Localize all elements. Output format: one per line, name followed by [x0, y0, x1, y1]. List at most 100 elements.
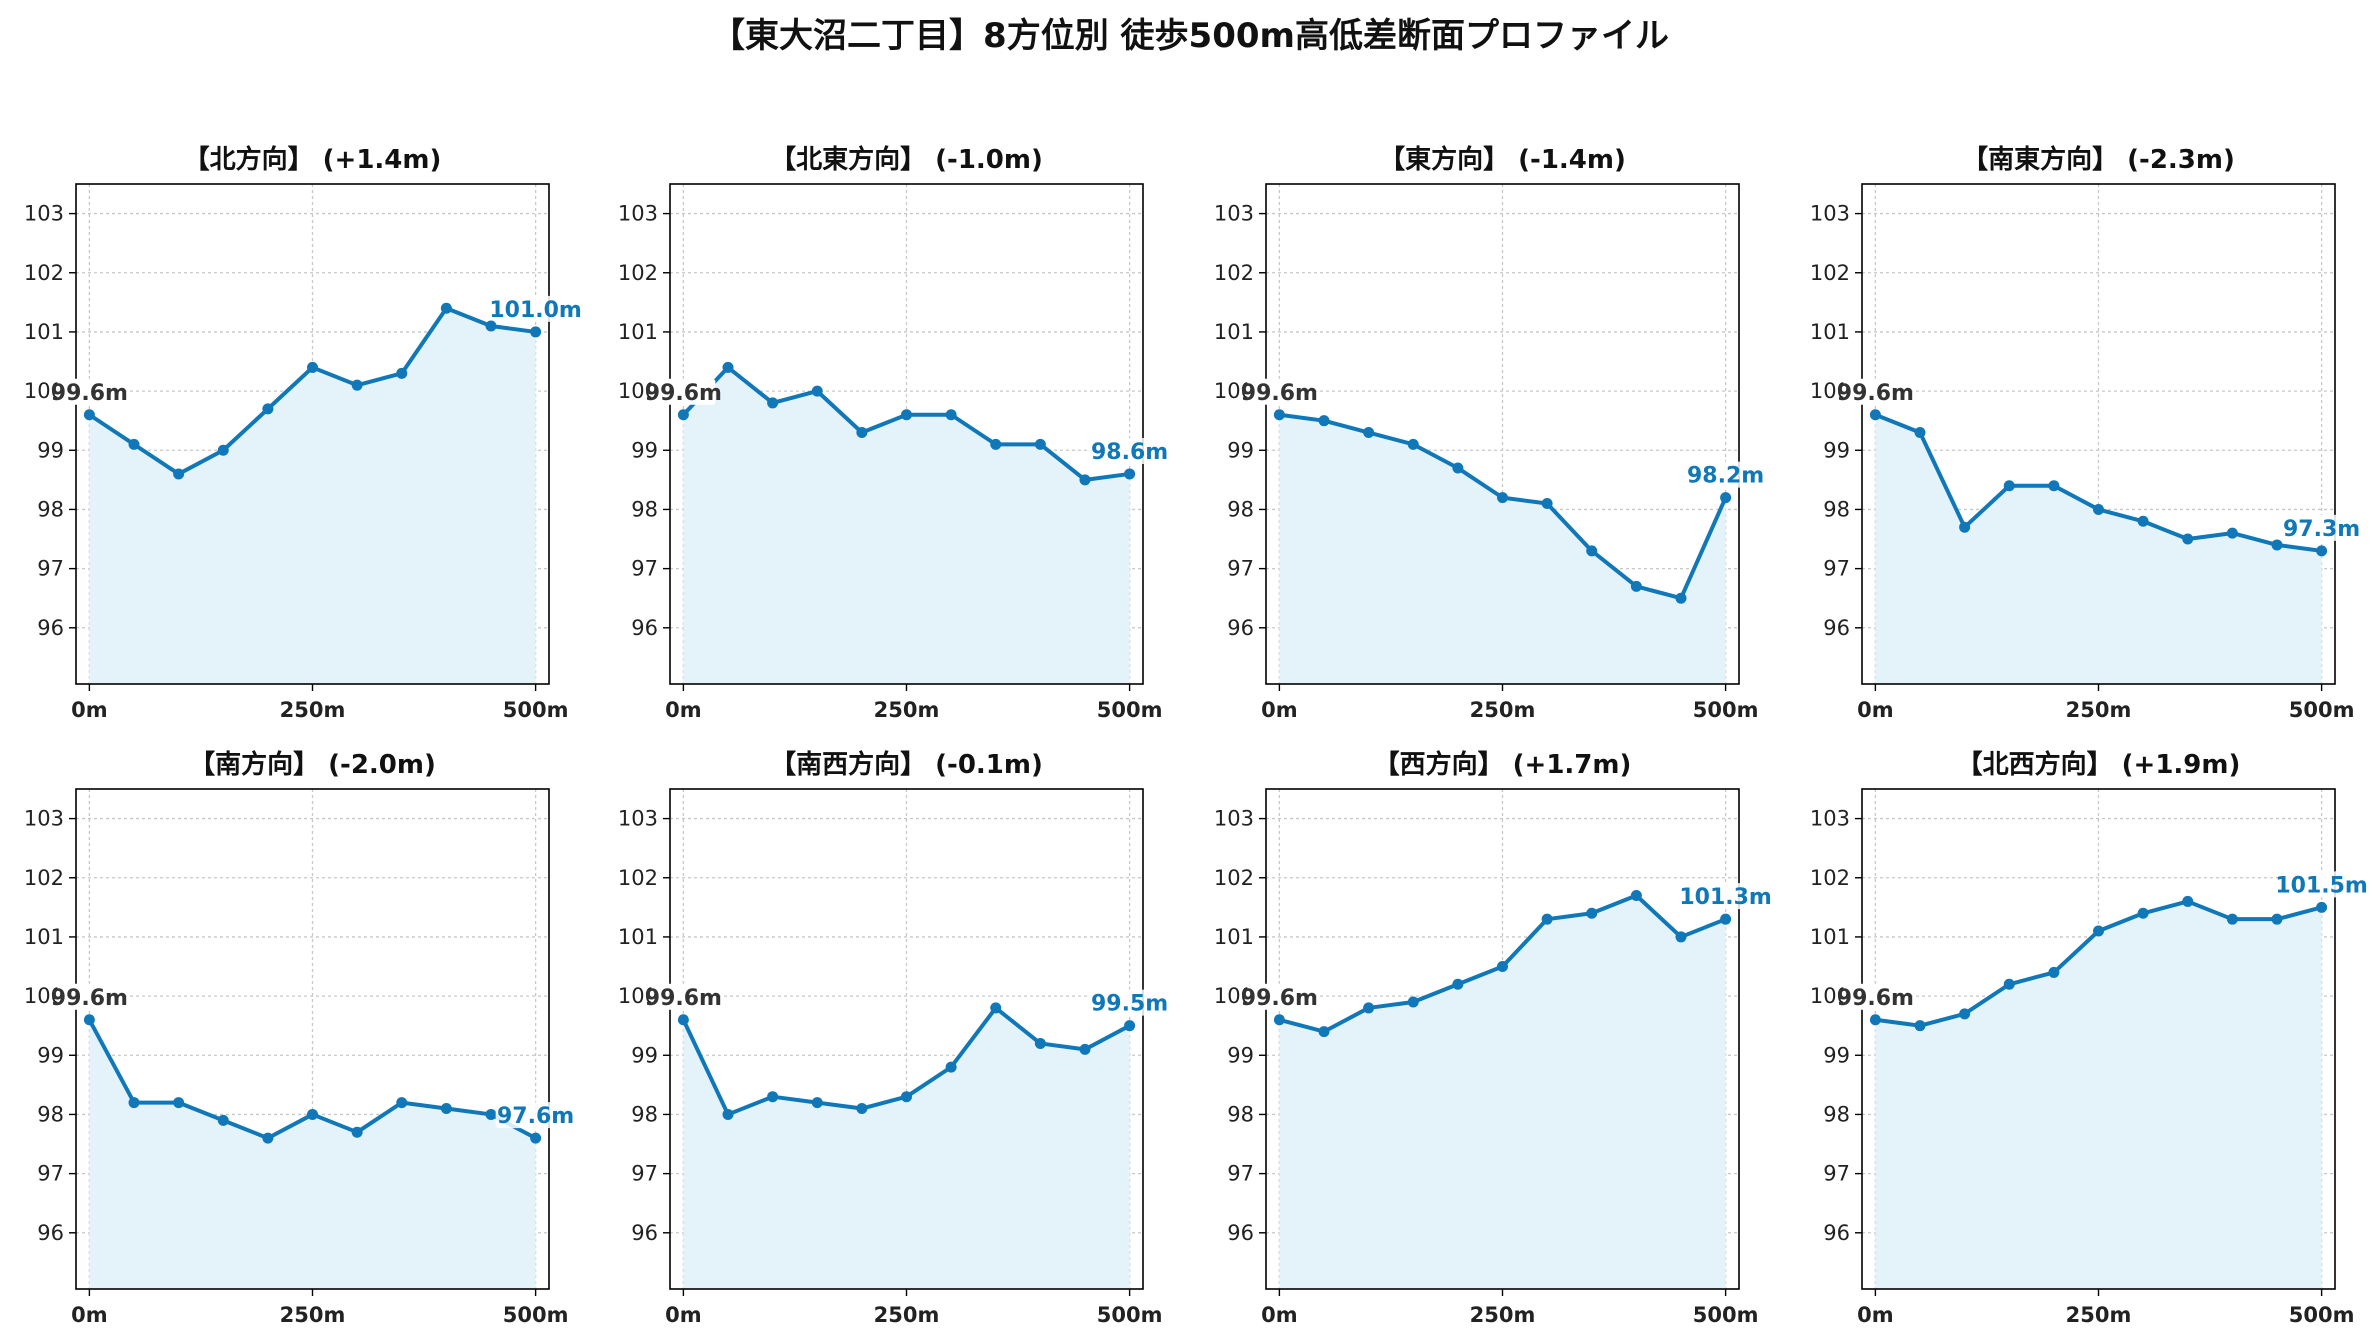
data-point	[811, 385, 823, 397]
data-point	[1675, 592, 1687, 604]
data-point	[1720, 492, 1732, 504]
data-point	[2093, 925, 2104, 937]
y-tick-label: 99	[1823, 1043, 1850, 1067]
y-tick-label: 100	[618, 984, 658, 1008]
data-point	[2048, 966, 2060, 978]
data-point	[722, 361, 734, 373]
start-value-label: 99.6m	[645, 986, 722, 1011]
data-point	[945, 409, 957, 421]
data-point	[262, 1132, 274, 1144]
start-label-box	[1843, 378, 1908, 405]
end-label-box	[1685, 883, 1766, 910]
data-point	[2182, 533, 2194, 545]
area-fill	[89, 1019, 536, 1289]
x-tick-label: 500m	[503, 1303, 569, 1327]
y-tick-label: 98	[1227, 497, 1254, 521]
x-tick-label: 250m	[1470, 698, 1536, 722]
data-point	[1034, 1037, 1046, 1049]
data-point	[2316, 545, 2328, 557]
end-label-box	[495, 295, 576, 322]
y-tick-label: 102	[1810, 866, 1850, 890]
y-tick-label: 99	[1227, 1043, 1254, 1067]
y-tick-label: 100	[24, 984, 64, 1008]
x-tick-label: 0m	[665, 1303, 702, 1327]
data-point	[1497, 961, 1508, 973]
y-tick-label: 100	[24, 379, 64, 403]
end-label-box	[1089, 989, 1170, 1016]
data-point	[2271, 539, 2283, 551]
chart-title: 【南方向】 (-2.0m)	[189, 749, 436, 780]
data-point	[2003, 978, 2015, 990]
x-tick-label: 500m	[503, 698, 569, 722]
y-tick-label: 103	[618, 807, 658, 831]
y-tick-label: 103	[1810, 202, 1850, 226]
data-point	[1034, 438, 1046, 450]
data-point	[990, 438, 1002, 450]
y-tick-label: 101	[618, 925, 658, 949]
data-point	[2048, 480, 2060, 492]
x-tick-label: 250m	[874, 1303, 940, 1327]
y-tick-label: 103	[1214, 807, 1254, 831]
x-tick-label: 0m	[1261, 698, 1298, 722]
data-point	[1273, 409, 1285, 421]
y-tick-label: 99	[37, 438, 64, 462]
y-tick-label: 99	[631, 1043, 658, 1067]
data-point	[485, 1108, 497, 1120]
area-fill	[1875, 901, 2322, 1289]
y-tick-label: 98	[1823, 1102, 1850, 1126]
data-point	[128, 1097, 140, 1109]
y-tick-label: 103	[1214, 202, 1254, 226]
data-point	[1869, 409, 1881, 421]
area-fill	[1279, 895, 1726, 1289]
data-point	[677, 409, 689, 421]
chart-title: 【東方向】 (-1.4m)	[1379, 144, 1626, 175]
y-tick-label: 101	[24, 320, 64, 344]
data-point	[307, 361, 318, 373]
data-point	[1452, 978, 1464, 990]
page-title: 【東大沼二丁目】8方位別 徒歩500m高低差断面プロファイル	[711, 16, 1669, 56]
start-label-box	[1247, 378, 1312, 405]
data-point	[173, 468, 185, 480]
start-value-label: 99.6m	[1837, 986, 1914, 1011]
start-label-box	[651, 983, 716, 1010]
data-point	[901, 409, 912, 421]
start-value-label: 99.6m	[1241, 381, 1318, 406]
data-point	[856, 1103, 868, 1115]
chart-title: 【西方向】 (+1.7m)	[1374, 749, 1632, 780]
data-point	[2093, 503, 2104, 515]
chart-panel: 【北方向】 (+1.4m) 96 97 98 99 100 101 102 103 0m 250m 5…	[24, 144, 582, 722]
data-point	[530, 1132, 542, 1144]
data-point	[722, 1108, 734, 1120]
y-tick-label: 103	[1810, 807, 1850, 831]
data-point	[262, 403, 274, 415]
end-label-box	[1089, 437, 1170, 464]
y-tick-label: 99	[631, 438, 658, 462]
x-tick-label: 250m	[2066, 698, 2132, 722]
data-point	[128, 438, 140, 450]
data-point	[856, 427, 868, 439]
data-point	[1914, 1020, 1926, 1032]
y-tick-label: 100	[1810, 984, 1850, 1008]
start-label-box	[1843, 983, 1908, 1010]
start-label-box	[651, 378, 716, 405]
y-tick-label: 101	[1810, 925, 1850, 949]
data-point	[767, 1091, 779, 1103]
data-point	[1541, 913, 1553, 925]
data-point	[1959, 521, 1971, 533]
data-point	[1452, 462, 1464, 474]
start-value-label: 99.6m	[1837, 381, 1914, 406]
data-point	[1630, 580, 1642, 592]
data-point	[1630, 890, 1642, 902]
x-tick-label: 250m	[874, 698, 940, 722]
y-tick-label: 101	[1810, 320, 1850, 344]
data-point	[396, 1097, 408, 1109]
data-point	[83, 1014, 95, 1026]
y-tick-label: 98	[1227, 1102, 1254, 1126]
y-tick-label: 97	[631, 557, 658, 581]
y-tick-label: 100	[1214, 984, 1254, 1008]
data-point	[2271, 913, 2283, 925]
x-tick-label: 0m	[1857, 698, 1894, 722]
y-tick-label: 96	[1823, 1221, 1850, 1245]
start-label-box	[1247, 983, 1312, 1010]
chart-title: 【北方向】 (+1.4m)	[184, 144, 442, 175]
